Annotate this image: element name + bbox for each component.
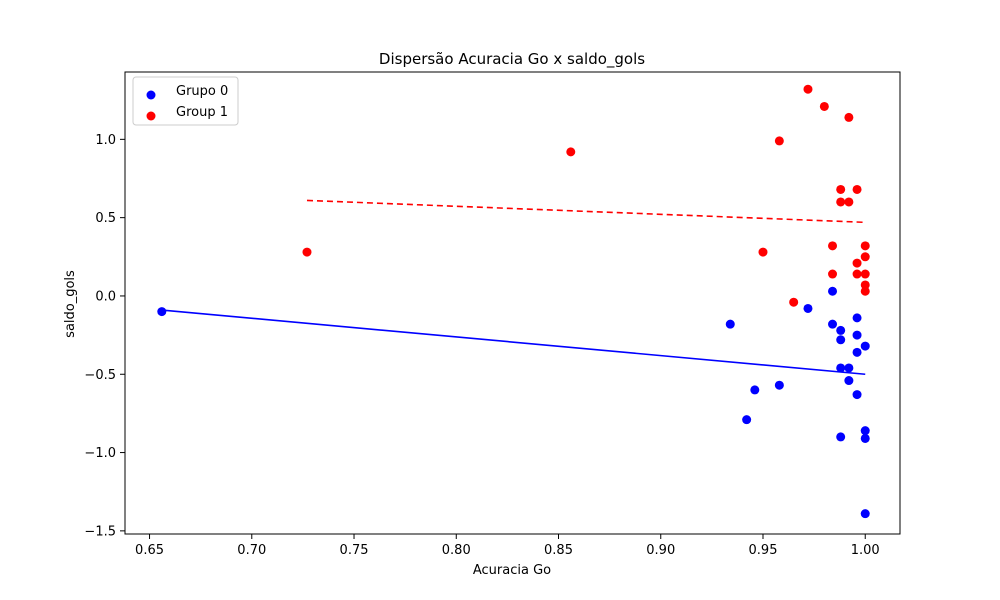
point-group-1-0 bbox=[302, 247, 312, 257]
y-axis-label: saldo_gols bbox=[63, 270, 78, 338]
point-grupo-0-12 bbox=[844, 363, 854, 373]
point-grupo-0-15 bbox=[852, 330, 862, 340]
point-grupo-0-6 bbox=[828, 319, 838, 329]
point-grupo-0-16 bbox=[852, 347, 862, 357]
x-tick-label: 0.65 bbox=[135, 543, 164, 558]
point-group-1-3 bbox=[774, 136, 784, 146]
y-tick-label: −1.5 bbox=[84, 524, 116, 539]
point-grupo-0-8 bbox=[836, 325, 846, 335]
chart-title: Dispersão Acuracia Go x saldo_gols bbox=[379, 50, 645, 69]
point-grupo-0-4 bbox=[774, 380, 784, 390]
plot-frame bbox=[124, 71, 901, 535]
x-tick-label: 0.80 bbox=[442, 543, 471, 558]
point-grupo-0-17 bbox=[852, 390, 862, 400]
point-grupo-0-19 bbox=[860, 426, 870, 436]
point-group-1-10 bbox=[836, 197, 846, 207]
point-group-1-2 bbox=[758, 247, 768, 257]
x-tick-label: 0.85 bbox=[544, 543, 573, 558]
x-tick-label: 0.70 bbox=[237, 543, 266, 558]
y-tick-label: −1.0 bbox=[84, 446, 116, 461]
point-group-1-16 bbox=[860, 241, 870, 251]
trend-line-group-1 bbox=[306, 199, 866, 224]
point-group-1-1 bbox=[566, 147, 576, 157]
point-group-1-18 bbox=[860, 269, 870, 279]
point-grupo-0-14 bbox=[852, 313, 862, 323]
point-group-1-7 bbox=[828, 241, 838, 251]
plot-area bbox=[157, 84, 870, 519]
point-grupo-0-2 bbox=[742, 415, 752, 425]
point-grupo-0-3 bbox=[750, 385, 760, 395]
axes: 0.65 0.70 0.75 0.80 0.85 0.90 0.95 1.00 −1.5 −1.0… bbox=[84, 71, 901, 558]
x-tick-label: 0.75 bbox=[340, 543, 369, 558]
point-grupo-0-21 bbox=[860, 509, 870, 519]
point-grupo-0-7 bbox=[828, 286, 838, 296]
point-group-1-17 bbox=[860, 252, 870, 262]
point-group-1-19 bbox=[860, 280, 870, 290]
point-group-1-6 bbox=[819, 101, 829, 111]
point-grupo-0-10 bbox=[836, 363, 846, 373]
point-grupo-0-9 bbox=[836, 335, 846, 345]
point-group-1-9 bbox=[836, 184, 846, 194]
point-group-1-12 bbox=[844, 197, 854, 207]
point-grupo-0-0 bbox=[157, 307, 167, 317]
plot-content bbox=[157, 84, 870, 519]
point-grupo-0-20 bbox=[860, 433, 870, 443]
x-tick-label: 0.95 bbox=[749, 543, 778, 558]
point-grupo-0-11 bbox=[836, 432, 846, 442]
y-tick-label: 1.0 bbox=[95, 133, 116, 148]
x-tick-label: 0.90 bbox=[646, 543, 675, 558]
y-tick-label: −0.5 bbox=[84, 368, 116, 383]
point-group-1-20 bbox=[860, 286, 870, 296]
point-group-1-8 bbox=[828, 269, 838, 279]
trend-line-grupo-0 bbox=[161, 309, 866, 376]
y-tick-label: 0.5 bbox=[95, 211, 116, 226]
point-grupo-0-18 bbox=[860, 341, 870, 351]
legend-label-grupo-0: Grupo 0 bbox=[176, 84, 228, 99]
point-group-1-13 bbox=[852, 184, 862, 194]
point-group-1-15 bbox=[852, 269, 862, 279]
y-tick-label: 0.0 bbox=[95, 289, 116, 304]
point-group-1-11 bbox=[844, 112, 854, 122]
point-grupo-0-1 bbox=[725, 319, 735, 329]
point-group-1-5 bbox=[803, 84, 813, 94]
point-grupo-0-13 bbox=[844, 376, 854, 386]
legend-marker-grupo-0 bbox=[146, 90, 156, 100]
x-tick-label: 1.00 bbox=[851, 543, 880, 558]
legend-marker-group-1 bbox=[146, 111, 156, 121]
point-group-1-4 bbox=[789, 297, 799, 307]
legend: Grupo 0 Group 1 bbox=[132, 76, 239, 126]
point-grupo-0-5 bbox=[803, 303, 813, 313]
x-axis-label: Acuracia Go bbox=[473, 563, 551, 578]
legend-box bbox=[132, 76, 239, 126]
legend-label-group-1: Group 1 bbox=[176, 105, 228, 120]
point-group-1-14 bbox=[852, 258, 862, 268]
